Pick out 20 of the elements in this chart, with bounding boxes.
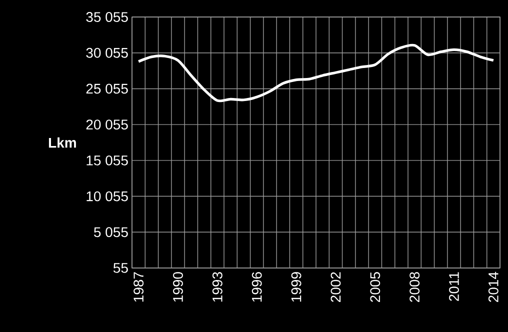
y-tick-label: 5 055 [94, 227, 128, 238]
x-tick-label: 1996 [252, 272, 262, 302]
x-tick-label: 1987 [134, 272, 144, 302]
y-tick-label: 10 055 [86, 191, 128, 202]
x-tick-label: 2011 [449, 272, 459, 301]
line-series [137, 44, 495, 102]
y-tick-label: 55 [113, 263, 128, 273]
y-axis-title: Lkm [48, 137, 76, 148]
y-tick-label: 35 055 [86, 12, 128, 22]
y-tick-label: 20 055 [86, 120, 128, 130]
y-tick-label: 15 055 [86, 155, 128, 166]
x-tick-label: 2002 [330, 272, 341, 302]
x-tick-label: 1999 [291, 272, 302, 302]
x-tick-label: 2008 [410, 272, 420, 302]
x-tick-label: 2014 [488, 272, 498, 302]
x-tick-label: 2005 [370, 272, 380, 302]
y-tick-label: 25 055 [86, 84, 128, 94]
x-tick-label: 1993 [212, 272, 222, 302]
x-tick-label: 1990 [173, 272, 183, 302]
y-tick-label: 30 055 [86, 48, 128, 58]
